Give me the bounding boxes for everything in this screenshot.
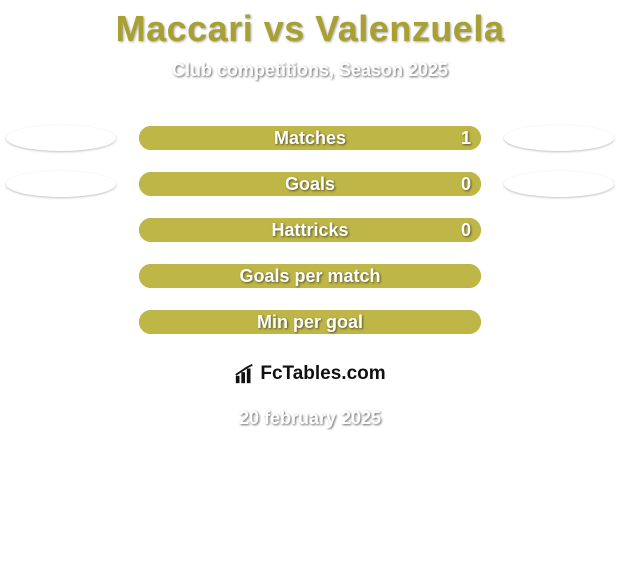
bar-value: 1 [461,126,471,150]
right-ellipse [504,125,614,151]
bar-label: Min per goal [139,310,481,334]
brand-inner: FcTables.com [234,363,385,385]
date-label: 20 february 2025 [0,408,620,429]
bar-outer: Matches 1 [139,126,481,150]
bar-label: Matches [139,126,481,150]
stat-row: Min per goal [0,299,620,345]
brand-box: FcTables.com [201,352,419,396]
bar-label: Goals per match [139,264,481,288]
left-ellipse [6,125,116,151]
stat-row: Hattricks 0 [0,207,620,253]
comparison-infographic: Maccari vs Valenzuela Club competitions,… [0,0,620,580]
left-ellipse [6,171,116,197]
bar-outer: Min per goal [139,310,481,334]
stat-row: Matches 1 [0,115,620,161]
bar-value: 0 [461,218,471,242]
brand-text: FcTables.com [260,363,385,385]
bar-value: 0 [461,172,471,196]
right-ellipse [504,171,614,197]
bar-chart-icon [234,363,256,385]
bar-outer: Goals 0 [139,172,481,196]
bar-outer: Goals per match [139,264,481,288]
bar-label: Goals [139,172,481,196]
stat-row: Goals 0 [0,161,620,207]
page-subtitle: Club competitions, Season 2025 [0,60,620,81]
stat-row: Goals per match [0,253,620,299]
stat-bars: Matches 1 Goals 0 Hattricks 0 [0,115,620,345]
page-title: Maccari vs Valenzuela [0,0,620,50]
bar-label: Hattricks [139,218,481,242]
bar-outer: Hattricks 0 [139,218,481,242]
